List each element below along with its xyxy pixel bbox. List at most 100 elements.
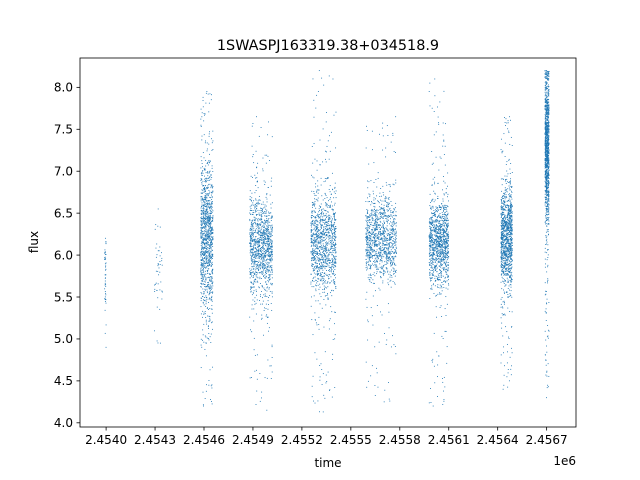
data-point: [382, 208, 384, 210]
data-point: [319, 303, 321, 305]
data-point: [326, 226, 328, 228]
data-point: [370, 235, 372, 237]
data-point: [263, 234, 265, 235]
data-point: [324, 282, 326, 284]
data-point: [324, 202, 326, 204]
data-point: [391, 223, 393, 225]
data-point: [329, 259, 331, 261]
data-point: [376, 238, 378, 239]
data-point: [209, 191, 211, 193]
data-point: [322, 230, 324, 232]
data-point: [252, 286, 254, 288]
data-point: [334, 269, 336, 270]
data-point: [256, 238, 258, 240]
data-point: [375, 227, 377, 229]
data-point: [388, 233, 390, 235]
data-point: [373, 261, 374, 262]
data-point: [439, 261, 441, 263]
data-point: [207, 212, 209, 214]
data-point: [263, 257, 264, 259]
data-point: [329, 218, 330, 220]
data-point: [428, 262, 430, 263]
data-point: [320, 237, 322, 239]
data-point: [438, 238, 439, 240]
data-point: [380, 239, 381, 240]
data-point: [375, 233, 377, 235]
data-point: [201, 240, 203, 242]
data-point: [382, 237, 384, 239]
data-point: [260, 224, 262, 226]
data-point: [259, 400, 261, 402]
data-point: [311, 223, 313, 225]
data-point: [430, 226, 431, 228]
data-point: [377, 267, 379, 269]
data-point: [321, 384, 323, 385]
data-point: [201, 206, 203, 208]
data-point: [327, 276, 329, 278]
data-point: [374, 243, 375, 245]
data-point: [442, 235, 444, 237]
data-point: [211, 203, 213, 205]
data-point: [259, 264, 261, 266]
data-point: [378, 201, 379, 203]
data-point: [105, 265, 107, 267]
data-point: [382, 216, 384, 218]
data-point: [316, 219, 318, 221]
data-point: [256, 207, 258, 209]
data-point: [376, 273, 378, 275]
data-point: [267, 247, 268, 249]
data-point: [438, 220, 440, 222]
data-point: [316, 231, 318, 233]
data-point: [315, 279, 317, 281]
data-point: [205, 205, 207, 207]
data-point: [250, 245, 252, 247]
data-point: [322, 199, 324, 201]
data-point: [394, 282, 395, 284]
data-point: [202, 334, 204, 336]
data-point: [322, 411, 324, 413]
data-point: [211, 253, 213, 255]
data-point: [105, 242, 107, 244]
data-point: [203, 274, 205, 276]
data-point: [369, 252, 370, 254]
data-point: [374, 260, 376, 262]
data-point: [370, 247, 372, 249]
data-point: [386, 220, 388, 222]
data-point: [318, 242, 320, 244]
data-point: [260, 254, 262, 255]
data-point: [319, 241, 321, 243]
data-point: [334, 261, 336, 263]
data-point: [317, 260, 319, 262]
data-point: [312, 248, 314, 249]
data-point: [445, 215, 447, 217]
data-point: [316, 252, 318, 254]
data-point: [395, 241, 397, 243]
data-point: [265, 281, 267, 283]
data-point: [200, 228, 202, 230]
data-point: [331, 219, 333, 221]
data-point: [212, 140, 214, 142]
data-point: [386, 228, 388, 230]
data-point: [257, 223, 259, 225]
data-point: [382, 280, 384, 282]
data-point: [429, 225, 430, 227]
data-point: [253, 265, 255, 267]
data-point: [391, 233, 393, 235]
data-point: [202, 219, 204, 221]
data-point: [266, 284, 268, 285]
data-point: [323, 258, 325, 260]
data-point: [372, 149, 373, 151]
data-point: [385, 236, 387, 238]
data-point: [253, 280, 255, 282]
data-point: [374, 234, 375, 236]
data-point: [263, 238, 264, 240]
data-point: [316, 252, 318, 254]
data-point: [209, 224, 211, 226]
data-point: [260, 295, 261, 297]
data-point: [316, 264, 318, 266]
data-point: [200, 224, 202, 226]
data-point: [205, 203, 207, 205]
data-point: [317, 227, 319, 228]
data-point: [447, 240, 449, 242]
data-point: [317, 220, 318, 222]
